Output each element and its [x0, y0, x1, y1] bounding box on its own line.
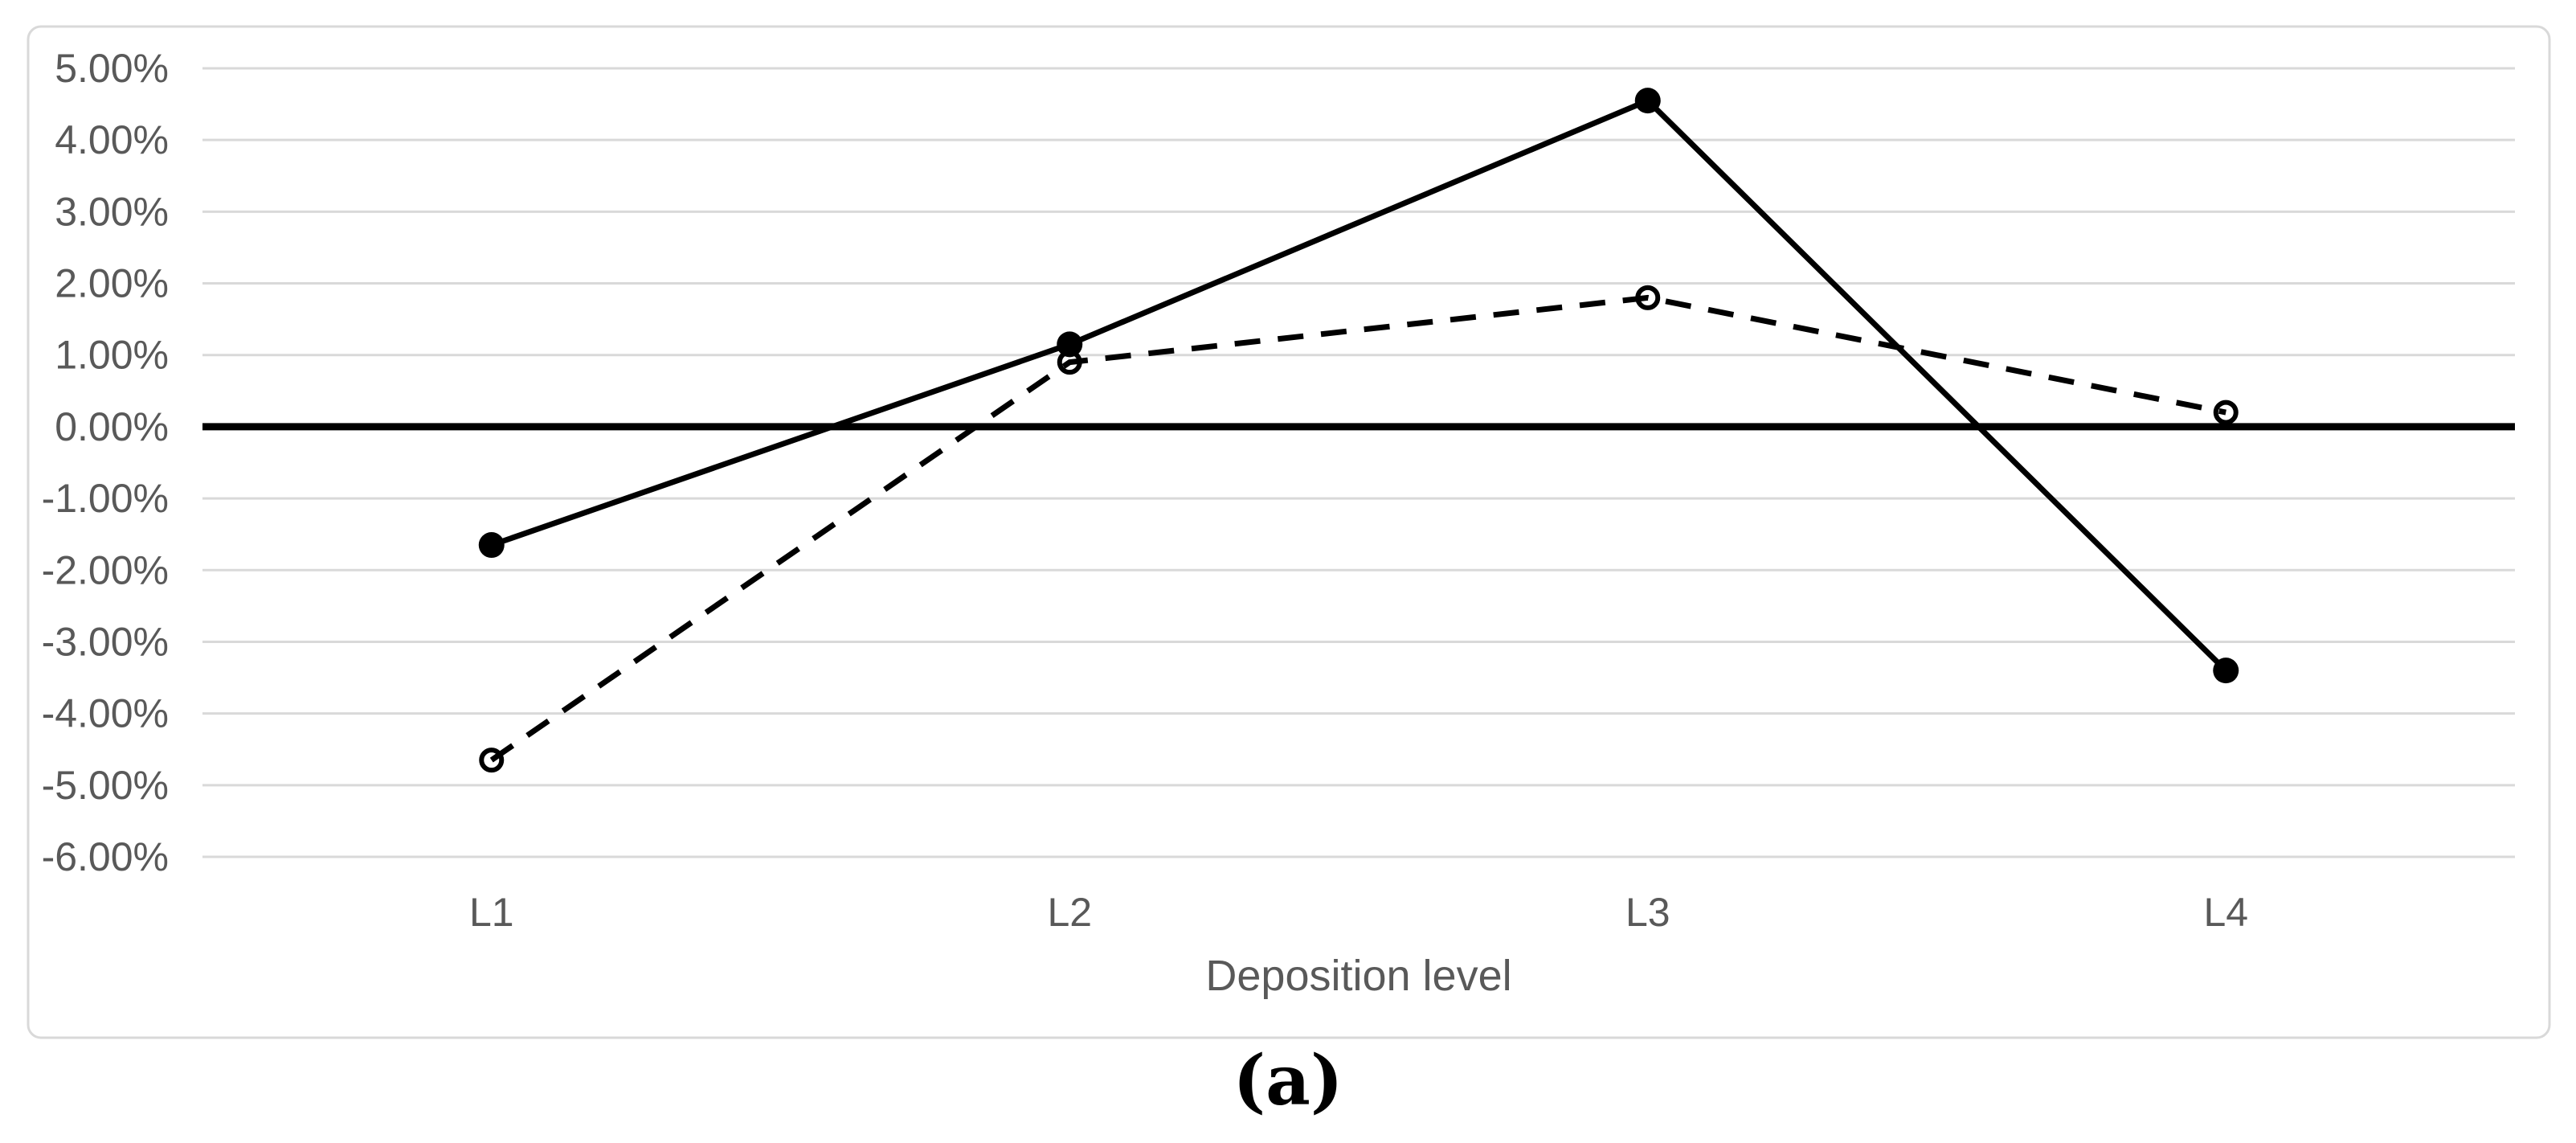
y-tick-label: 1.00%	[55, 333, 169, 378]
gridlines	[202, 67, 2515, 858]
filled-circle-marker	[478, 532, 505, 559]
y-tick-label: -5.00%	[42, 763, 169, 808]
open-circle-marker	[1635, 285, 1661, 310]
open-circle-marker	[2213, 399, 2239, 425]
y-tick-label: -1.00%	[42, 476, 169, 521]
y-tick-label: 0.00%	[55, 404, 169, 449]
y-tick-label: 5.00%	[55, 46, 169, 91]
series-markers	[478, 88, 2239, 773]
y-tick-label: -3.00%	[42, 619, 169, 664]
series-lines	[489, 96, 2228, 763]
series-1-solid-filled-markers-line	[490, 96, 2228, 673]
open-circle-marker	[1057, 350, 1082, 375]
x-axis-title: Deposition level	[1205, 952, 1511, 1000]
figure-caption: (a)	[1233, 1040, 1343, 1121]
y-axis-tick-labels: 5.00% 4.00% 3.00% 2.00% 1.00% 0.00% -1.00% -2.0…	[42, 46, 169, 879]
filled-circle-marker	[2213, 658, 2239, 684]
x-tick-label: L3	[1625, 890, 1670, 935]
y-tick-label: -6.00%	[42, 834, 169, 879]
filled-circle-marker	[1634, 88, 1661, 114]
y-tick-label: 2.00%	[55, 261, 169, 306]
x-tick-label: L4	[2203, 890, 2248, 935]
y-tick-label: -2.00%	[42, 547, 169, 592]
series-2-dashed-open-markers-line	[489, 294, 2226, 763]
x-tick-label: L1	[469, 890, 514, 935]
y-tick-label: 3.00%	[55, 189, 169, 234]
chart-area-border	[27, 25, 2551, 1039]
x-tick-label: L2	[1047, 890, 1092, 935]
x-axis-tick-labels: L1 L2 L3 L4	[469, 890, 2248, 935]
y-tick-label: -4.00%	[42, 691, 169, 736]
y-tick-label: 4.00%	[55, 117, 169, 162]
filled-circle-marker	[1057, 331, 1083, 358]
open-circle-marker	[479, 748, 505, 773]
